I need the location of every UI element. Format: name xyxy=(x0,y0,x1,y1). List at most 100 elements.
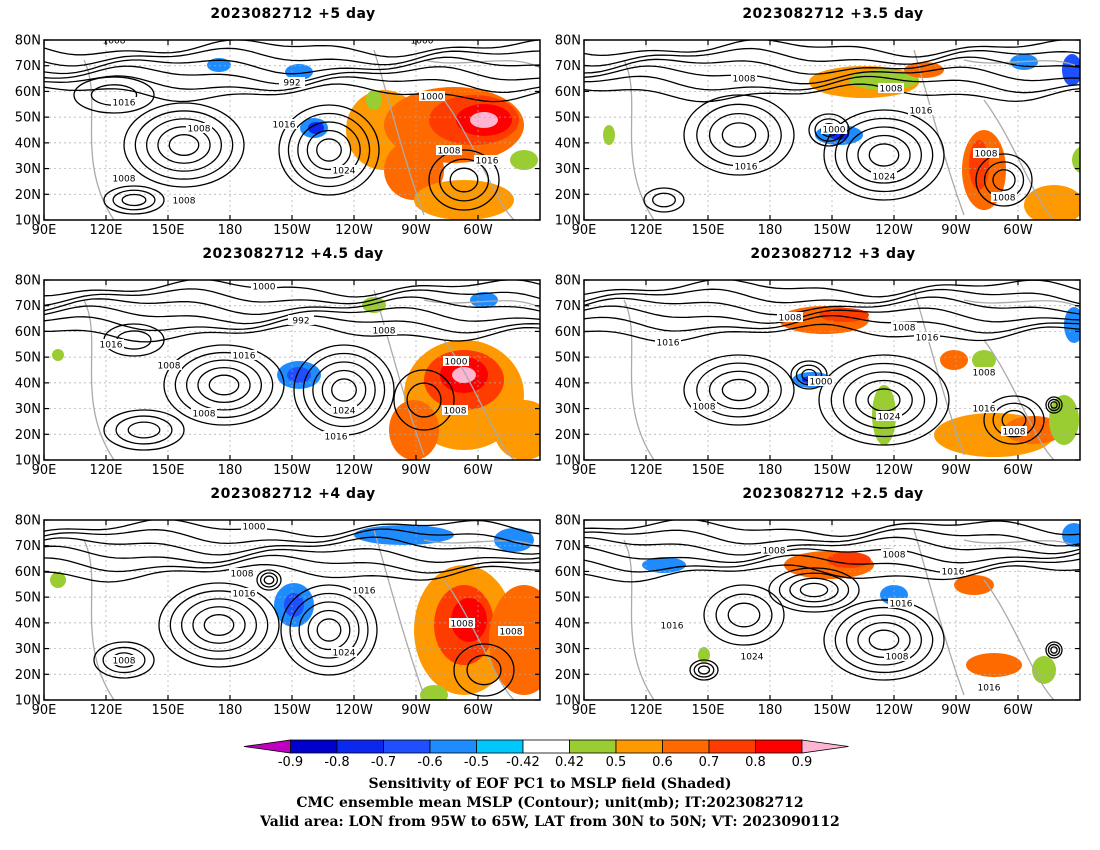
colorbar-swatch xyxy=(708,739,756,754)
contour-label: 1008 xyxy=(188,125,211,135)
mslp-contour xyxy=(721,378,757,402)
mslp-contour xyxy=(44,528,540,547)
lat-tick-label: 60N xyxy=(555,565,581,580)
colorbar-swatch xyxy=(755,739,803,754)
lon-tick-label: 180 xyxy=(218,463,243,478)
sensitivity-shading xyxy=(420,685,448,700)
lat-tick-label: 80N xyxy=(15,514,41,529)
lon-tick-label: 120W xyxy=(875,223,913,238)
lat-tick-label: 80N xyxy=(555,34,581,49)
sensitivity-shading xyxy=(366,90,382,110)
mslp-contour xyxy=(44,56,540,75)
lon-tick-label: 150W xyxy=(273,703,311,718)
lat-tick-label: 70N xyxy=(555,539,581,554)
lon-tick-label: 120W xyxy=(335,703,373,718)
mslp-contour xyxy=(393,369,455,431)
contour-label: 1016 xyxy=(978,684,1001,694)
lat-tick-label: 30N xyxy=(15,642,41,657)
lon-tick-label: 60W xyxy=(463,223,493,238)
contour-label: 1008 xyxy=(444,407,467,417)
mslp-contour xyxy=(115,415,173,445)
lat-tick-label: 40N xyxy=(555,376,581,391)
colorbar-swatch xyxy=(429,739,477,754)
sensitivity-shading xyxy=(603,125,615,145)
mslp-contour xyxy=(778,572,850,608)
sensitivity-shading xyxy=(510,150,538,170)
mslp-contour xyxy=(868,629,900,651)
mslp-contour xyxy=(103,185,165,215)
contour-label-bg xyxy=(876,411,902,421)
mslp-contour xyxy=(584,305,1080,324)
panel-title: 2023082712 +4.5 day xyxy=(202,246,384,262)
lon-tick-label: 60W xyxy=(1003,463,1033,478)
colorbar-label: 0.8 xyxy=(745,755,766,770)
sensitivity-shading xyxy=(452,367,476,383)
contour-label-bg xyxy=(288,315,314,325)
contour-label: 1008 xyxy=(733,75,756,85)
mslp-contour xyxy=(145,118,223,172)
contour-label-bg xyxy=(655,337,681,347)
mslp-contour xyxy=(584,536,1080,556)
mslp-contour xyxy=(845,126,923,184)
mslp-contour xyxy=(298,601,360,659)
colorbar-label: -0.42 xyxy=(506,755,540,770)
contour-label-bg xyxy=(976,682,1002,692)
mslp-contour xyxy=(584,65,1080,85)
contour-label: 992 xyxy=(283,79,300,89)
lon-tick-label: 90E xyxy=(572,463,597,478)
lon-tick-label: 180 xyxy=(758,463,783,478)
mslp-contour xyxy=(287,112,371,188)
contour-label-bg xyxy=(971,367,997,377)
contour-label: 1016 xyxy=(353,587,376,597)
contour-label-bg xyxy=(436,145,462,155)
colorbar-swatch xyxy=(801,739,849,754)
contour-label: 1016 xyxy=(910,107,933,117)
sensitivity-shading xyxy=(1024,185,1080,220)
contour-label: 1008 xyxy=(1003,428,1026,438)
panel-title: 2023082712 +4 day xyxy=(210,486,376,502)
map-panel: 1000 992 1008 1016 1016 1008 1000 1008 1024 1016 1… xyxy=(15,274,541,478)
lon-tick-label: 150E xyxy=(691,223,724,238)
mslp-contour xyxy=(584,296,1080,316)
colorbar-swatch xyxy=(243,739,291,754)
lat-tick-label: 50N xyxy=(15,591,41,606)
lat-tick-label: 60N xyxy=(15,565,41,580)
sensitivity-shading xyxy=(1032,656,1056,684)
contour-label-bg xyxy=(229,568,255,578)
mslp-contour xyxy=(280,584,378,676)
lat-tick-label: 60N xyxy=(555,85,581,100)
contour-label: 1016 xyxy=(325,433,348,443)
mslp-contour xyxy=(696,362,782,418)
mslp-contour xyxy=(584,564,1080,583)
contour-label: 1008 xyxy=(231,570,254,580)
mslp-contour xyxy=(584,280,1080,298)
contour-label-bg xyxy=(156,360,182,370)
lon-tick-label: 150E xyxy=(151,463,184,478)
mslp-contour xyxy=(44,296,540,316)
mslp-contour xyxy=(44,554,540,574)
lon-tick-label: 150W xyxy=(813,223,851,238)
mslp-contour xyxy=(453,643,515,697)
lon-tick-label: 120W xyxy=(335,463,373,478)
lon-tick-label: 90W xyxy=(401,463,431,478)
lon-tick-label: 120W xyxy=(875,703,913,718)
mslp-contour xyxy=(975,153,1033,207)
panel-title: 2023082712 +3.5 day xyxy=(742,6,924,22)
contour-label-bg xyxy=(881,549,907,559)
contour-label-bg xyxy=(231,588,257,598)
lat-tick-label: 20N xyxy=(555,668,581,683)
contour-label: 1016 xyxy=(661,622,684,632)
sensitivity-shading xyxy=(284,593,304,617)
lat-tick-label: 20N xyxy=(15,668,41,683)
mslp-contour xyxy=(584,314,1080,334)
mslp-contour xyxy=(93,641,155,679)
sensitivity-shading xyxy=(940,350,968,370)
mslp-contour xyxy=(134,110,234,180)
contour-label: 1000 xyxy=(411,37,434,47)
mslp-contour xyxy=(1045,641,1063,659)
caption-line: CMC ensemble mean MSLP (Contour); unit(m… xyxy=(296,795,804,811)
contour-label-bg xyxy=(878,83,904,93)
contour-label-bg xyxy=(323,431,349,441)
mslp-contour xyxy=(1047,398,1061,412)
